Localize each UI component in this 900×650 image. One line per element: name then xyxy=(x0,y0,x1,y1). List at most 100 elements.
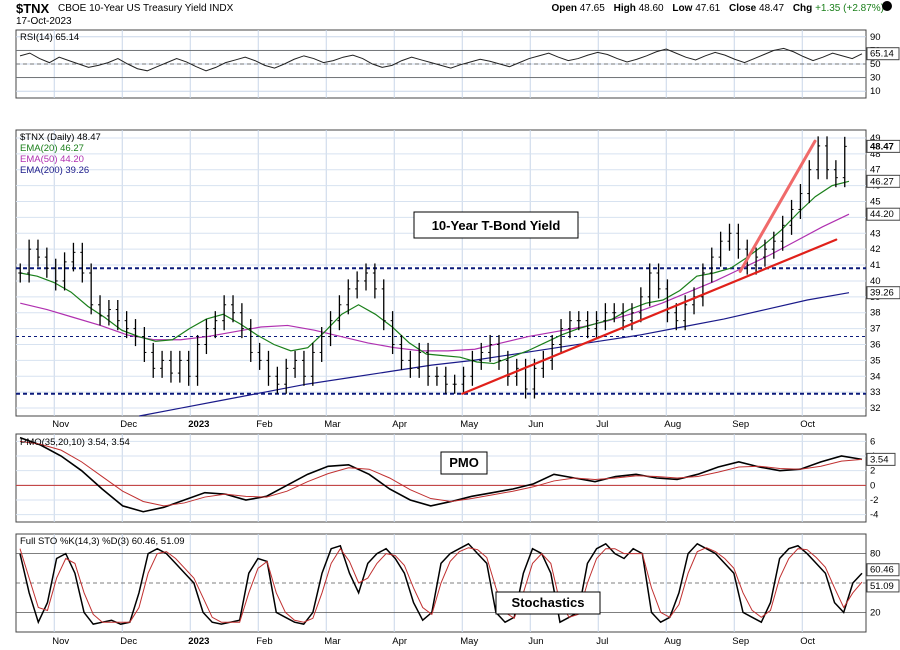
chart-header: $TNX CBOE 10-Year US Treasury Yield INDX… xyxy=(0,0,900,30)
price-tick-label: 33 xyxy=(870,387,881,398)
symbol-label: $TNX xyxy=(16,1,50,16)
price-tick-label: 36 xyxy=(870,340,881,351)
sto-x-tick-label: 2023 xyxy=(188,636,209,647)
pmo-series-signal xyxy=(19,440,863,507)
price-value-tag-box xyxy=(866,207,900,221)
sto-x-tick-label: Aug xyxy=(664,636,681,647)
price-tick-label: 35 xyxy=(870,355,881,366)
price-tick-label: 32 xyxy=(870,403,881,414)
price-tick-label: 47 xyxy=(870,165,881,176)
symbol-description: CBOE 10-Year US Treasury Yield INDX xyxy=(58,3,234,14)
price-value-tag: 39.26 xyxy=(870,288,894,299)
sto-x-tick-label: Feb xyxy=(256,636,272,647)
price-x-tick-label: 2023 xyxy=(188,419,209,430)
price-tick-label: 48 xyxy=(870,149,881,160)
pmo-title: PMO xyxy=(449,455,479,470)
title-box xyxy=(413,211,579,239)
price-tick-label: 49 xyxy=(870,133,881,144)
pmo-frame xyxy=(15,433,867,523)
rsi-tick-label: 30 xyxy=(870,73,881,84)
ohlc-readout: Open 47.65 High 48.60 Low 47.61 Close 48… xyxy=(551,3,884,14)
pmo-tick-label: 0 xyxy=(870,480,875,491)
sto-x-tick-label: Sep xyxy=(732,636,749,647)
price-value-tag-box xyxy=(866,286,900,300)
sto-series-k xyxy=(19,542,863,625)
sto-title: Stochastics xyxy=(512,595,585,610)
low-value: 47.61 xyxy=(695,3,721,14)
price-x-tick-label: Oct xyxy=(800,419,815,430)
price-tick-label: 41 xyxy=(870,260,881,271)
high-value: 48.60 xyxy=(638,3,664,14)
price-tick-label: 40 xyxy=(870,276,881,287)
price-x-tick-label: Nov xyxy=(52,419,69,430)
sto-x-tick-label: Jul xyxy=(596,636,608,647)
sto-tick-label: 80 xyxy=(870,549,881,560)
pmo-title-box xyxy=(440,451,488,475)
price-tick-label: 38 xyxy=(870,308,881,319)
change-value: +1.35 (+2.87%) xyxy=(815,3,884,14)
sto-title-box xyxy=(495,591,601,615)
pmo-value-tag: 3.54 xyxy=(870,454,889,465)
price-x-tick-label: Dec xyxy=(120,419,137,430)
price-x-tick-label: Jun xyxy=(528,419,543,430)
price-tick-label: 42 xyxy=(870,244,881,255)
brand-logo-icon xyxy=(882,1,892,11)
price-tick-label: 37 xyxy=(870,324,881,335)
pmo-tick-label: 6 xyxy=(870,436,875,447)
price-value-tag-box xyxy=(866,174,900,188)
ema200-line xyxy=(139,292,850,417)
sto-x-tick-label: Dec xyxy=(120,636,137,647)
price-tick-label: 34 xyxy=(870,371,881,382)
sto-x-tick-label: Jun xyxy=(528,636,543,647)
price-legend-item: EMA(50) 44.20 xyxy=(20,154,84,165)
price-x-tick-label: Apr xyxy=(392,419,407,430)
pmo-tick-label: 2 xyxy=(870,466,875,477)
rsi-value-tag-box xyxy=(866,47,900,61)
sto-value-tag-box xyxy=(866,579,900,593)
rsi-value-tag: 65.14 xyxy=(870,49,894,60)
sto-x-tick-label: Nov xyxy=(52,636,69,647)
price-x-tick-label: May xyxy=(460,419,478,430)
pmo-series-pmo xyxy=(19,436,863,513)
price-legend-item: EMA(200) 39.26 xyxy=(20,165,89,176)
sto-x-tick-label: May xyxy=(460,636,478,647)
price-x-tick-label: Jul xyxy=(596,419,608,430)
price-value-tag: 44.20 xyxy=(870,209,894,220)
sto-value-tag: 51.09 xyxy=(870,581,894,592)
price-x-tick-label: Mar xyxy=(324,419,340,430)
chart-date: 17-Oct-2023 xyxy=(16,16,72,27)
price-legend-item: EMA(20) 46.27 xyxy=(20,143,84,154)
rsi-tick-label: 10 xyxy=(870,86,881,97)
price-value-tag-box xyxy=(866,139,900,153)
rsi-tick-label: 50 xyxy=(870,59,881,70)
price-x-tick-label: Aug xyxy=(664,419,681,430)
pmo-tick-label: -2 xyxy=(870,495,878,506)
ema20-line xyxy=(20,180,850,365)
pmo-value-tag-box xyxy=(866,452,896,466)
sto-value-tag-box xyxy=(866,563,900,577)
rsi-legend: RSI(14) 65.14 xyxy=(20,32,79,43)
ema50-line xyxy=(20,213,850,352)
sto-x-tick-label: Mar xyxy=(324,636,340,647)
chart-title: 10-Year T-Bond Yield xyxy=(432,218,561,233)
open-value: 47.65 xyxy=(579,3,605,14)
trendline xyxy=(738,139,817,273)
price-value-tag: 48.47 xyxy=(870,141,894,152)
sto-value-tag: 60.46 xyxy=(870,565,894,576)
sto-series-d xyxy=(19,547,863,623)
rsi-line xyxy=(19,47,863,72)
sto-x-tick-label: Apr xyxy=(392,636,407,647)
price-legend-item: $TNX (Daily) 48.47 xyxy=(20,132,101,143)
pmo-tick-label: -4 xyxy=(870,510,878,521)
price-tick-label: 45 xyxy=(870,197,881,208)
pmo-legend: PMO(35,20,10) 3.54, 3.54 xyxy=(20,437,130,448)
price-x-tick-label: Feb xyxy=(256,419,272,430)
price-x-tick-label: Sep xyxy=(732,419,749,430)
sto-legend: Full STO %K(14,3) %D(3) 60.46, 51.09 xyxy=(20,536,185,547)
sto-x-tick-label: Oct xyxy=(800,636,815,647)
trendline xyxy=(461,238,838,395)
sto-tick-label: 20 xyxy=(870,607,881,618)
price-tick-label: 43 xyxy=(870,228,881,239)
close-value: 48.47 xyxy=(759,3,785,14)
